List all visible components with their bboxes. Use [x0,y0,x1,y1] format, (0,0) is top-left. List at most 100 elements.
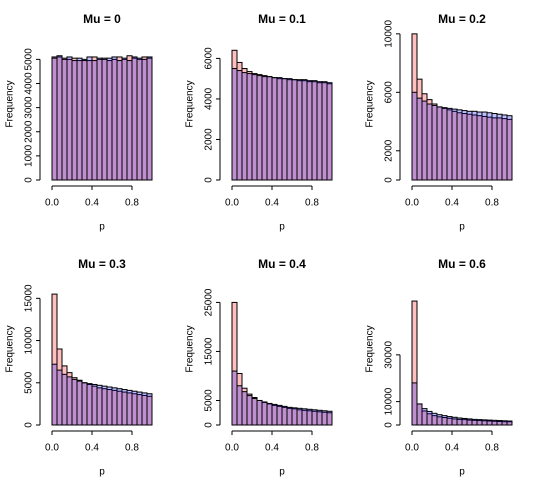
histogram-bar [141,58,148,181]
histogram-bar [271,77,278,181]
x-axis-label: p [279,222,285,233]
histogram-bar [306,408,313,426]
y-tick-label: 1000 [24,144,35,167]
chart-title: Mu = 0.6 [438,257,486,271]
histogram-bar [296,407,303,426]
x-tick-label: 0.8 [485,198,499,209]
x-tick-label: 0.0 [225,198,239,209]
histogram-bar [101,385,108,426]
y-axis-label: Frequency [185,325,196,372]
histogram-bar [301,79,308,181]
histogram-bar [411,91,418,181]
x-axis-label: p [99,467,105,478]
histogram-bar [486,419,493,426]
histogram-bar [456,417,463,426]
histogram-bar [231,68,238,181]
histogram-bar [496,113,503,181]
histogram-bar [441,415,448,426]
histogram-bar [131,390,138,426]
histogram-bar [246,73,253,181]
histogram-bar [431,412,438,426]
histogram-bar [311,80,318,181]
histogram-bar [271,403,278,426]
histogram-bar [111,56,118,181]
histogram-bar [141,392,148,426]
histogram-bar [126,60,133,181]
histogram-bar [276,77,283,181]
histogram-bar [256,399,263,426]
chart-title: Mu = 0.2 [438,12,486,26]
histogram-bar [66,376,73,426]
y-axis-label: Frequency [185,80,196,127]
histogram-bar [481,419,488,426]
y-tick-label: 5000 [204,389,215,412]
y-tick-label: 0 [204,177,215,183]
histogram-bar [126,389,133,426]
x-axis-label: p [279,467,285,478]
histogram-bar [286,406,293,426]
histogram-bar [426,103,433,181]
x-tick-label: 0.8 [305,198,319,209]
histogram-bar [426,410,433,426]
histogram-bar [436,414,443,426]
y-tick-label: 2000 [384,139,395,162]
histogram-bar [446,416,453,426]
x-tick-label: 0.4 [85,443,99,454]
histogram-bar [91,383,98,426]
histogram-bar [281,405,288,426]
histogram-bar [61,373,68,426]
x-tick-label: 0.0 [405,198,419,209]
histogram-bar [136,391,143,426]
histogram-bar [471,418,478,426]
histogram-bar [446,107,453,181]
x-axis-label: p [99,222,105,233]
histogram-bar [476,419,483,426]
histogram-bar [241,72,248,181]
x-tick-label: 0.8 [305,443,319,454]
y-tick-label: 5000 [24,48,35,71]
histogram-bar [231,370,238,426]
x-tick-label: 0.8 [125,198,139,209]
histogram-bar [466,110,473,181]
y-tick-label: 0 [384,177,395,183]
histogram-bar [281,78,288,181]
y-tick-label: 0 [384,422,395,428]
histogram-bar [96,384,103,426]
histogram-bar [416,97,423,181]
y-tick-label: 2000 [204,128,215,151]
histogram-bar [71,378,78,426]
x-tick-label: 0.4 [265,443,279,454]
histogram-bar [421,100,428,181]
y-tick-label: 10000 [384,20,395,48]
histogram-bar [86,56,93,181]
histogram-bar [291,79,298,181]
histogram-bar [101,58,108,181]
x-tick-label: 0.8 [125,443,139,454]
histogram-bar [501,420,508,426]
histogram-bar [266,76,273,181]
histogram-bar [441,107,448,181]
histogram-bar [81,382,88,426]
histogram-bar [86,383,93,426]
histogram-bar [431,104,438,181]
histogram-bar [311,409,318,426]
histogram-bar [121,57,128,181]
y-tick-label: 2000 [24,120,35,143]
histogram-bar [326,82,333,181]
histogram-bar [411,382,418,426]
histogram-bar [51,363,58,426]
y-tick-label: 4000 [204,87,215,110]
histogram-bar [421,408,428,426]
x-tick-label: 0.0 [405,443,419,454]
histogram-bar [496,420,503,426]
histogram-bar [96,57,103,181]
y-axis-label: Frequency [5,80,16,127]
y-tick-label: 15000 [24,284,35,312]
x-axis-label: p [459,222,465,233]
y-tick-label: 10000 [24,326,35,354]
histogram-bar [481,111,488,181]
histogram-bar [136,57,143,181]
histogram-bar [91,60,98,181]
